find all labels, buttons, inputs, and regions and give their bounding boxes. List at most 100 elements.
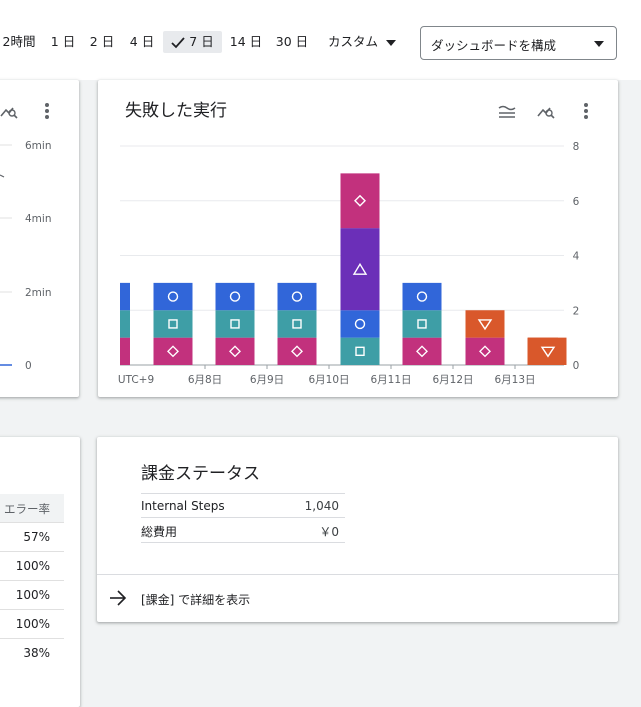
chart-marker <box>168 319 178 329</box>
range-2h[interactable]: 2時間 <box>2 34 36 49</box>
chart-bar-segment[interactable] <box>153 310 193 338</box>
chart-bar-segment[interactable] <box>402 337 442 365</box>
chart-bar-segment[interactable] <box>120 310 130 338</box>
y-tick-label: 6 <box>573 196 580 208</box>
chart-bar-segment[interactable] <box>153 282 193 311</box>
billing-row-value: 1,040 <box>304 499 339 513</box>
chart-marker <box>479 345 491 358</box>
chart-marker <box>167 291 179 302</box>
chart-bar-segment[interactable] <box>528 337 558 365</box>
billing-row: 総費用 ￥0 <box>141 517 345 543</box>
failed-executions-card: 失敗した実行 0 2 4 6 8 UTC+9 6月8日 6月9日 6月10日 6月11日 6月12… <box>98 80 618 397</box>
chart-marker <box>167 345 179 358</box>
table-row: 57% <box>0 522 64 551</box>
chart-marker <box>229 291 241 302</box>
chart-marker <box>354 318 366 330</box>
failed-executions-chart: 0 2 4 6 8 UTC+9 6月8日 6月9日 6月10日 6月11日 6月12日 6月13日 <box>118 141 580 386</box>
left-axis-tick-1: 4min <box>25 213 51 225</box>
chart-bar-segment[interactable] <box>340 228 380 311</box>
chart-bar-segment[interactable] <box>120 282 130 311</box>
chart-marker <box>354 194 366 207</box>
range-custom-label: カスタム <box>327 34 378 49</box>
card-title: 課金ステータス <box>141 464 260 484</box>
chart-marker <box>291 345 303 358</box>
chart-marker <box>229 345 241 358</box>
chart-bar-segment[interactable] <box>340 310 380 338</box>
time-range-toolbar: 2時間 1 日 2 日 4 日 7 日 14 日 30 日 カスタム ダッシュボ… <box>0 0 641 80</box>
range-14d[interactable]: 14 日 <box>229 34 263 49</box>
error-rate-header: エラー率 <box>0 494 64 522</box>
dashboard-config-select[interactable]: ダッシュボードを構成 <box>420 26 617 60</box>
billing-row-label: Internal Steps <box>141 499 225 513</box>
chart-bar-segment[interactable] <box>277 337 317 365</box>
table-row: 100% <box>0 580 64 609</box>
left-chart-card: 6min 4min 2min 0 <box>0 80 79 397</box>
y-tick-label: 0 <box>573 360 580 372</box>
dropdown-caret-icon <box>386 39 396 46</box>
x-tick-label: 6月8日 <box>188 374 222 386</box>
x-tick-label: 6月9日 <box>250 374 284 386</box>
more-vert-icon[interactable] <box>583 102 589 120</box>
range-7d[interactable]: 7 日 <box>163 31 222 53</box>
y-tick-label: 2 <box>573 305 580 317</box>
chart-bar-segment[interactable] <box>465 337 505 365</box>
table-row: 100% <box>0 609 64 638</box>
chart-marker <box>417 319 427 329</box>
left-chart-axis: 6min 4min 2min 0 <box>0 140 51 372</box>
dropdown-caret-icon <box>594 41 604 47</box>
x-tick-label: 6月13日 <box>494 374 535 386</box>
range-30d[interactable]: 30 日 <box>275 34 309 49</box>
legend-toggle-icon[interactable] <box>498 105 516 119</box>
chart-bar-segment[interactable] <box>402 282 442 311</box>
chart-bar-segment[interactable] <box>153 337 193 365</box>
chart-bar-segment[interactable] <box>215 310 255 338</box>
chart-marker <box>355 346 365 357</box>
range-custom[interactable]: カスタム <box>323 31 401 53</box>
chart-marker <box>416 345 428 358</box>
explore-chart-icon[interactable] <box>537 104 555 120</box>
x-tick-label: 6月11日 <box>370 374 411 386</box>
billing-row: Internal Steps 1,040 <box>141 493 345 518</box>
chart-bar-segment[interactable] <box>340 337 380 365</box>
x-tick-label: 6月12日 <box>432 374 473 386</box>
chart-marker <box>416 291 428 302</box>
explore-chart-icon[interactable] <box>0 104 18 120</box>
billing-details-link[interactable]: [課金] で詳細を表示 <box>109 587 309 611</box>
chart-marker <box>540 346 556 358</box>
chart-bar-segment[interactable] <box>215 337 255 365</box>
chart-bar-segment[interactable] <box>120 337 130 365</box>
check-icon <box>171 36 185 48</box>
chart-bar-segment[interactable] <box>277 282 317 311</box>
chart-marker <box>230 319 240 329</box>
billing-row-label: 総費用 <box>141 525 178 539</box>
error-rate-card <box>0 437 80 707</box>
range-4d[interactable]: 4 日 <box>129 34 155 49</box>
dashboard-config-label: ダッシュボードを構成 <box>431 38 557 53</box>
chart-bar-segment[interactable] <box>340 173 380 229</box>
chart-bar-segment[interactable] <box>277 310 317 338</box>
chart-bar-segment[interactable] <box>215 282 255 311</box>
left-axis-tick-0: 6min <box>25 140 51 152</box>
range-7d-label: 7 日 <box>189 34 214 49</box>
chart-bar-segment[interactable] <box>402 310 442 338</box>
table-row: 38% <box>0 638 64 667</box>
chart-bar-segment[interactable] <box>465 310 505 338</box>
range-1d[interactable]: 1 日 <box>50 34 76 49</box>
x-tick-label: UTC+9 <box>118 374 154 386</box>
chart-marker <box>291 291 303 302</box>
chart-marker <box>352 262 368 275</box>
arrow-forward-icon <box>110 590 127 606</box>
billing-status-card: 課金ステータス Internal Steps 1,040 総費用 ￥0 [課金]… <box>97 437 618 622</box>
billing-divider <box>97 574 618 575</box>
table-row: 100% <box>0 551 64 580</box>
y-tick-label: 4 <box>573 251 580 263</box>
range-2d[interactable]: 2 日 <box>89 34 115 49</box>
left-axis-tick-3: 0 <box>25 360 32 372</box>
more-vert-icon[interactable] <box>44 102 50 120</box>
chart-marker <box>477 319 493 331</box>
x-tick-label: 6月10日 <box>308 374 349 386</box>
left-axis-tick-2: 2min <box>25 287 51 299</box>
chart-marker <box>292 319 302 329</box>
billing-row-value: ￥0 <box>319 525 339 539</box>
card-title: 失敗した実行 <box>125 101 227 121</box>
